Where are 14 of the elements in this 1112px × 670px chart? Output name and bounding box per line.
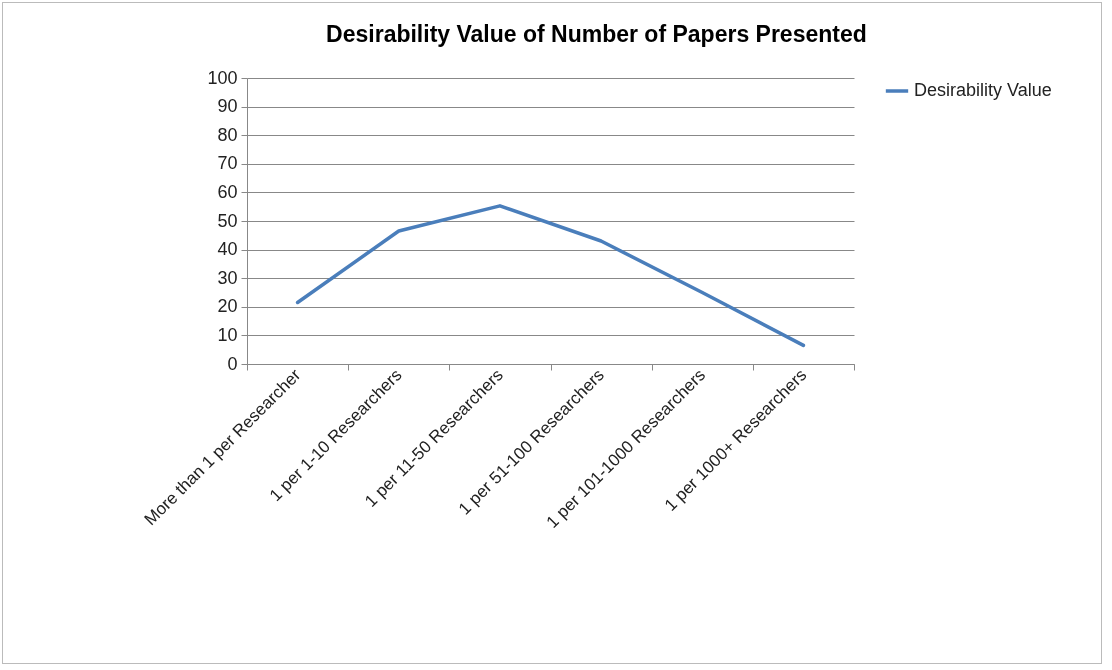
y-tick-label: 10 bbox=[217, 324, 238, 345]
y-tick-label: 20 bbox=[217, 296, 238, 317]
y-tick-label: 0 bbox=[227, 353, 238, 374]
y-tick-label: 70 bbox=[217, 153, 238, 174]
y-tick-label: 50 bbox=[217, 210, 238, 231]
y-tick-label: 60 bbox=[217, 181, 238, 202]
y-tick-label: 100 bbox=[207, 67, 238, 88]
y-tick-label: 30 bbox=[217, 267, 238, 288]
y-tick-label: 90 bbox=[217, 96, 238, 117]
line-series bbox=[295, 204, 806, 348]
y-tick-label: 40 bbox=[217, 239, 238, 260]
chart-title: Desirability Value of Number of Papers Presented bbox=[326, 21, 867, 47]
legend-label: Desirability Value bbox=[914, 80, 1052, 100]
y-tick-label: 80 bbox=[217, 124, 238, 145]
